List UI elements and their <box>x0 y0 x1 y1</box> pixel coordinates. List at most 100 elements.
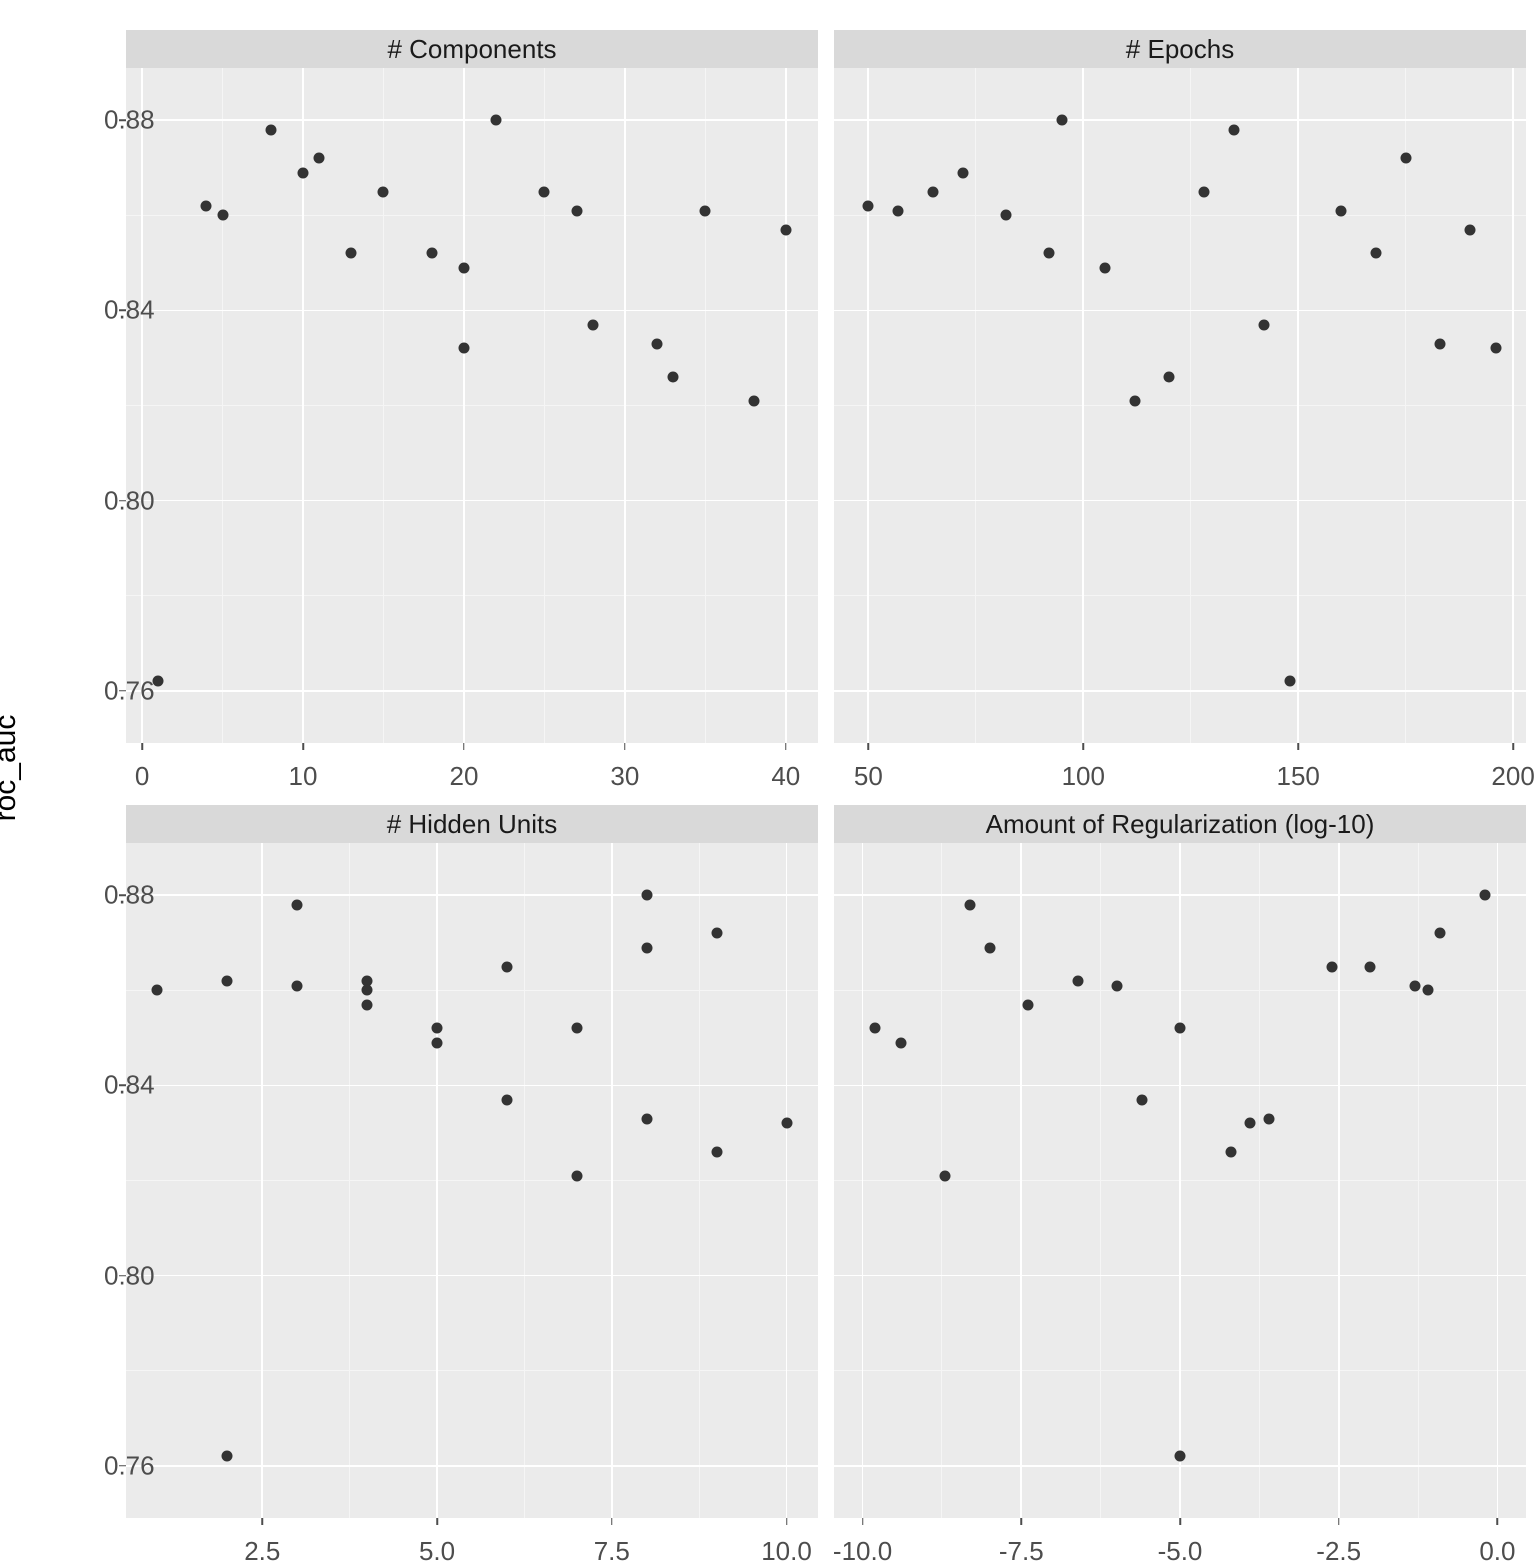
data-point <box>1228 124 1239 135</box>
data-point <box>1435 338 1446 349</box>
data-point <box>893 205 904 216</box>
data-point <box>1111 980 1122 991</box>
y-tick-label: 0.88 <box>104 880 112 911</box>
grid-minor-h <box>126 1180 818 1181</box>
grid-major-v <box>1179 843 1181 1518</box>
grid-major-h <box>126 119 818 121</box>
data-point <box>641 942 652 953</box>
x-tick-mark <box>1083 743 1085 750</box>
grid-minor-v <box>699 843 700 1518</box>
x-tick-mark <box>1297 743 1299 750</box>
grid-minor-h <box>834 595 1526 596</box>
grid-major-h <box>126 310 818 312</box>
grid-minor-v <box>349 843 350 1518</box>
x-tick-label: 10.0 <box>761 1528 812 1567</box>
data-point <box>378 186 389 197</box>
grid-major-v <box>867 68 869 743</box>
data-point <box>1099 262 1110 273</box>
data-point <box>1284 676 1295 687</box>
grid-major-v <box>1512 68 1514 743</box>
facet-strip-reg: Amount of Regularization (log-10) <box>834 805 1526 843</box>
data-point <box>1435 928 1446 939</box>
grid-major-v <box>1297 68 1299 743</box>
grid-minor-h <box>126 215 818 216</box>
grid-major-v <box>1497 843 1499 1518</box>
data-point <box>1479 890 1490 901</box>
grid-minor-v <box>975 68 976 743</box>
data-point <box>1263 1113 1274 1124</box>
data-point <box>1073 975 1084 986</box>
x-tick-mark <box>785 743 787 750</box>
data-point <box>491 115 502 126</box>
data-point <box>984 942 995 953</box>
data-point <box>362 999 373 1010</box>
data-point <box>711 928 722 939</box>
grid-major-v <box>1020 843 1022 1518</box>
grid-major-v <box>463 68 465 743</box>
x-tick-mark <box>302 743 304 750</box>
y-axis-title: roc_auc <box>0 715 23 822</box>
x-tick-mark <box>141 743 143 750</box>
data-point <box>965 899 976 910</box>
grid-minor-h <box>126 990 818 991</box>
x-tick-mark <box>463 743 465 750</box>
x-tick-label: 2.5 <box>244 1528 280 1567</box>
data-point <box>1327 961 1338 972</box>
x-tick-mark <box>786 1518 788 1525</box>
grid-major-h <box>126 690 818 692</box>
grid-minor-v <box>1100 843 1101 1518</box>
grid-major-h <box>126 1275 818 1277</box>
grid-minor-v <box>1418 843 1419 1518</box>
grid-minor-h <box>126 1370 818 1371</box>
data-point <box>346 248 357 259</box>
data-point <box>571 205 582 216</box>
grid-major-h <box>126 1465 818 1467</box>
x-tick-label: -7.5 <box>999 1528 1044 1567</box>
data-point <box>362 985 373 996</box>
data-point <box>748 395 759 406</box>
facet-grid-root: roc_auc# Components0.760.800.840.8801020… <box>0 0 1536 1536</box>
data-point <box>870 1023 881 1034</box>
grid-minor-h <box>126 405 818 406</box>
x-tick-label: 30 <box>610 753 639 792</box>
grid-minor-v <box>544 68 545 743</box>
data-point <box>780 224 791 235</box>
data-point <box>222 975 233 986</box>
data-point <box>1043 248 1054 259</box>
data-point <box>1198 186 1209 197</box>
grid-major-h <box>834 310 1526 312</box>
grid-minor-v <box>383 68 384 743</box>
data-point <box>1136 1094 1147 1105</box>
facet-strip-label: # Components <box>387 34 556 65</box>
grid-major-v <box>141 68 143 743</box>
panel-epochs <box>834 68 1526 743</box>
data-point <box>571 1170 582 1181</box>
x-tick-mark <box>1021 1518 1023 1525</box>
data-point <box>298 167 309 178</box>
data-point <box>1370 248 1381 259</box>
facet-strip-label: Amount of Regularization (log-10) <box>986 809 1375 840</box>
panel-reg <box>834 843 1526 1518</box>
grid-major-v <box>786 843 788 1518</box>
grid-major-h <box>834 500 1526 502</box>
facet-strip-components: # Components <box>126 30 818 68</box>
data-point <box>927 186 938 197</box>
data-point <box>1225 1146 1236 1157</box>
data-point <box>1490 343 1501 354</box>
x-tick-label: -5.0 <box>1158 1528 1203 1567</box>
data-point <box>711 1146 722 1157</box>
data-point <box>1129 395 1140 406</box>
grid-major-h <box>126 1085 818 1087</box>
data-point <box>1175 1023 1186 1034</box>
data-point <box>426 248 437 259</box>
x-tick-mark <box>1512 743 1514 750</box>
data-point <box>432 1037 443 1048</box>
grid-minor-v <box>222 68 223 743</box>
x-tick-label: 10 <box>289 753 318 792</box>
grid-minor-v <box>524 843 525 1518</box>
y-tick-label: 0.88 <box>104 105 112 136</box>
grid-minor-h <box>126 595 818 596</box>
data-point <box>1244 1118 1255 1129</box>
grid-major-h <box>834 690 1526 692</box>
data-point <box>1000 210 1011 221</box>
